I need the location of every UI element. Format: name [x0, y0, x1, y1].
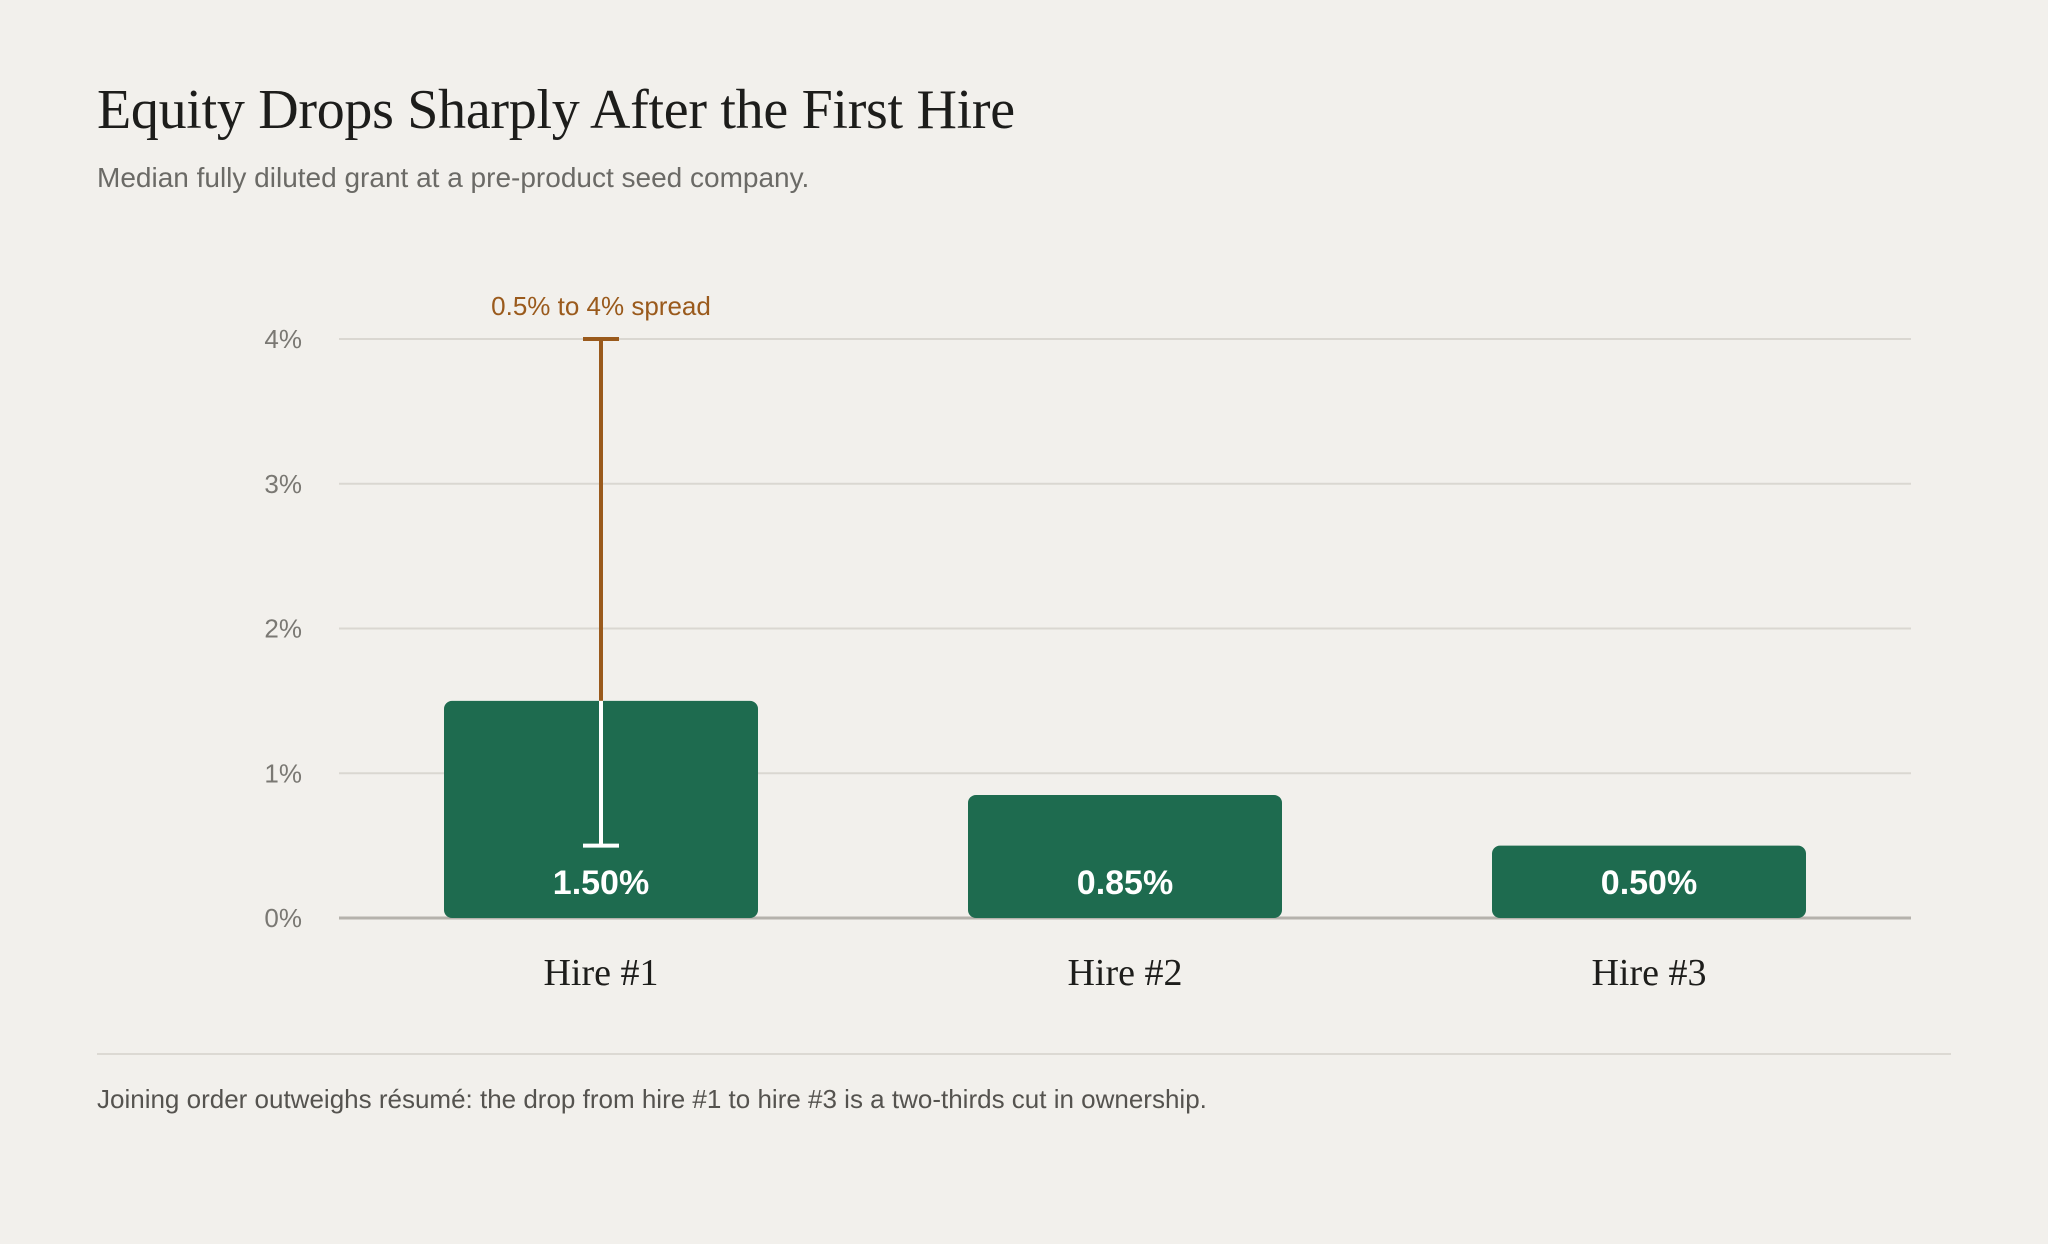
spread-annotation: 0.5% to 4% spread: [491, 291, 711, 321]
footer-note: Joining order outweighs résumé: the drop…: [97, 1084, 1207, 1114]
y-axis-tick-labels: 0% 1% 2% 3% 4%: [264, 324, 302, 933]
bar-value-label: 0.85%: [1077, 864, 1173, 902]
footer-divider: [97, 1053, 1951, 1055]
bar-value-label: 0.50%: [1601, 864, 1697, 902]
y-tick-label: 2%: [264, 614, 302, 644]
y-tick-label: 1%: [264, 758, 302, 788]
spread-range-marker: 0.5% to 4% spread: [491, 291, 711, 848]
bar-value-label: 1.50%: [553, 864, 649, 902]
bar: [968, 794, 1282, 918]
bar-value-labels: 1.50% 0.85% 0.50%: [553, 864, 1697, 902]
x-axis-category-labels: Hire #1 Hire #2 Hire #3: [543, 952, 1706, 994]
x-tick-label: Hire #3: [1591, 952, 1706, 994]
y-tick-label: 3%: [264, 469, 302, 499]
chart-subtitle: Median fully diluted grant at a pre-prod…: [97, 162, 810, 193]
chart-title: Equity Drops Sharply After the First Hir…: [97, 79, 1015, 141]
x-tick-label: Hire #2: [1067, 952, 1182, 994]
x-tick-label: Hire #1: [543, 952, 658, 994]
y-tick-label: 0%: [264, 903, 302, 933]
y-tick-label: 4%: [264, 324, 302, 354]
bar: [1492, 845, 1806, 918]
